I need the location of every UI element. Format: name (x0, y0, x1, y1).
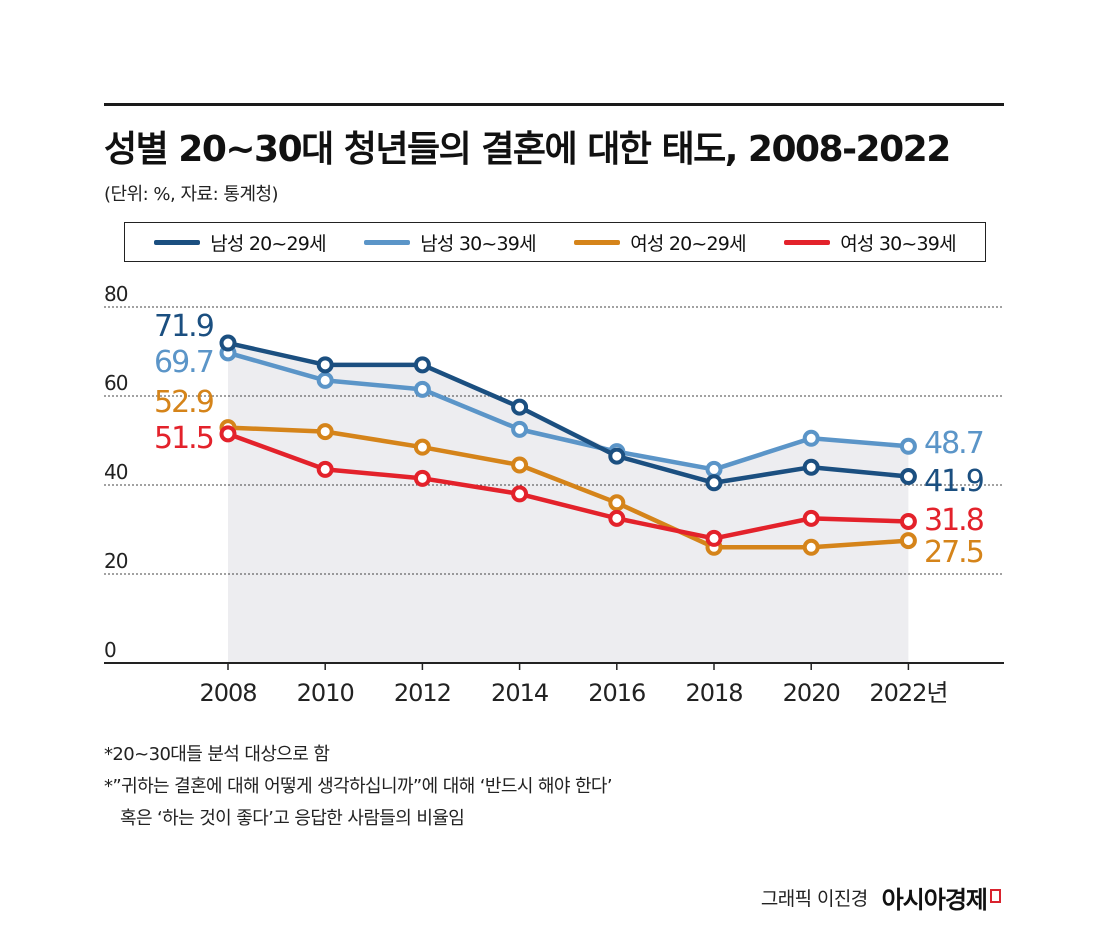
series-point-2 (511, 456, 529, 474)
series-point-2 (413, 438, 431, 456)
brand-mark-icon (990, 888, 1001, 903)
series-point-1 (511, 420, 529, 438)
start-value-label: 69.7 (154, 345, 213, 380)
legend-item-male-20s: 남성 20~29세 (154, 229, 327, 256)
series-point-0 (316, 356, 334, 374)
series-point-2 (802, 538, 820, 556)
note-3: 혹은 ‘하는 것이 좋다’고 응답한 사람들의 비율임 (120, 808, 465, 829)
y-tick-label: 0 (104, 638, 116, 662)
legend-swatch-female-30s (784, 239, 831, 245)
series-point-0 (705, 474, 723, 492)
end-value-label: 41.9 (924, 464, 983, 499)
series-point-0 (413, 356, 431, 374)
start-value-label: 52.9 (154, 385, 213, 420)
series-point-1 (413, 380, 431, 398)
y-tick-label: 80 (104, 282, 128, 306)
brand-logo: 아시아경제 (881, 886, 988, 914)
legend-item-female-20s: 여성 20~29세 (574, 229, 747, 256)
series-point-0 (219, 334, 237, 352)
series-point-0 (899, 468, 917, 486)
series-point-3 (899, 512, 917, 530)
start-value-label: 71.9 (154, 309, 213, 344)
y-tick-label: 40 (104, 460, 128, 484)
end-value-label: 31.8 (924, 503, 984, 538)
legend-swatch-female-20s (574, 239, 621, 245)
area-backdrop (228, 343, 909, 663)
series-point-3 (316, 460, 334, 478)
x-tick-label: 2018 (685, 679, 742, 707)
chart-title: 성별 20~30대 청년들의 결혼에 대한 태도, 2008-2022 (104, 129, 951, 170)
chart-subtitle: (단위: %, 자료: 통계청) (104, 184, 279, 205)
series-point-2 (608, 494, 626, 512)
series-point-1 (316, 371, 334, 389)
legend-label-male-20s: 남성 20~29세 (210, 232, 326, 255)
note-2: *”귀하는 결혼에 대해 어떻게 생각하십니까”에 대해 ‘반드시 해야 한다’ (104, 776, 613, 797)
legend-item-female-30s: 여성 30~39세 (784, 229, 957, 256)
series-point-2 (316, 423, 334, 441)
x-tick-label: 2016 (588, 679, 645, 707)
legend-swatch-male-20s (154, 239, 201, 245)
legend-swatch-male-30s (364, 239, 411, 245)
series-point-3 (511, 485, 529, 503)
x-tick-label: 2008 (199, 679, 256, 707)
legend: 남성 20~29세 남성 30~39세 여성 20~29세 여성 30~39세 (124, 222, 986, 262)
series-line-0 (225, 340, 911, 486)
series-line-2 (225, 425, 911, 550)
series-point-1 (802, 429, 820, 447)
note-1: *20~30대들 분석 대상으로 함 (104, 744, 330, 765)
x-tick-label: 2012 (394, 679, 451, 707)
series-point-3 (705, 529, 723, 547)
series-point-3 (413, 469, 431, 487)
x-tick-label: 2022년 (869, 679, 947, 707)
series-line-3 (225, 431, 911, 541)
series-point-0 (802, 458, 820, 476)
series-point-0 (511, 398, 529, 416)
series-point-1 (899, 437, 917, 455)
series-point-3 (219, 425, 237, 443)
series-point-2 (899, 532, 917, 550)
legend-label-female-30s: 여성 30~39세 (840, 232, 956, 255)
start-value-label: 51.5 (154, 421, 213, 456)
series-point-3 (608, 509, 626, 527)
top-rule (104, 103, 1004, 106)
x-tick-label: 2020 (783, 679, 840, 707)
legend-label-female-20s: 여성 20~29세 (630, 232, 746, 255)
graphic-credit: 그래픽 이진경 (760, 888, 868, 910)
legend-label-male-30s: 남성 30~39세 (420, 232, 536, 255)
series-point-1 (705, 460, 723, 478)
series-line-1 (225, 350, 911, 472)
y-tick-label: 20 (104, 549, 128, 573)
y-tick-label: 60 (104, 371, 128, 395)
x-tick-label: 2014 (491, 679, 548, 707)
credit: 그래픽 이진경 아시아경제 (761, 880, 1001, 915)
end-value-label: 48.7 (924, 426, 983, 461)
end-value-label: 27.5 (924, 535, 983, 570)
legend-item-male-30s: 남성 30~39세 (364, 229, 537, 256)
x-tick-label: 2010 (297, 679, 354, 707)
series-point-0 (608, 447, 626, 465)
series-point-3 (802, 509, 820, 527)
